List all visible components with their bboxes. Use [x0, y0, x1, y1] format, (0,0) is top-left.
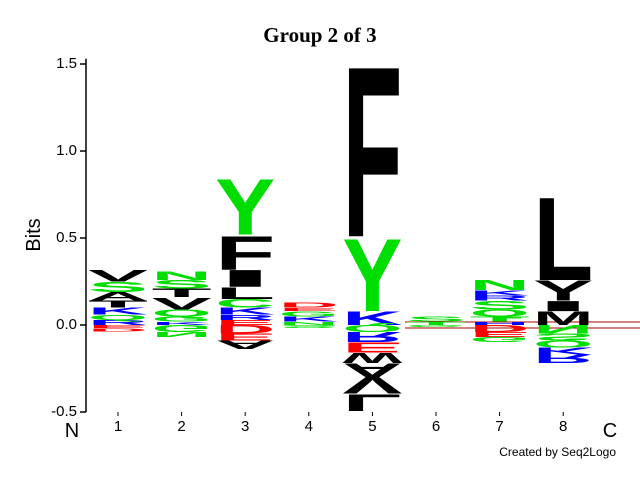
logo-letter: K [88, 306, 148, 317]
logo-letter: T [152, 286, 212, 299]
logo-letter: Y [215, 163, 275, 252]
y-tick-label: 0.5 [56, 229, 77, 246]
logo-letter: Q [152, 308, 212, 319]
logo-letter: L [533, 174, 593, 306]
logo-letter: V [152, 294, 212, 313]
x-tick-label: 6 [432, 418, 440, 435]
logo-letter: C [215, 297, 275, 310]
logo-letter: A [215, 338, 275, 351]
y-tick-label: -0.5 [51, 403, 77, 420]
logo-letter: G [152, 315, 212, 323]
logo-letter: E [88, 324, 148, 329]
logo-letter: R [342, 329, 402, 345]
logo-letter: V [88, 266, 148, 285]
logo-letter: K [533, 345, 593, 356]
y-axis-label: Bits [23, 218, 45, 251]
start-label: N [65, 420, 79, 442]
logo-letter: Y [533, 274, 593, 307]
logo-letter: T [406, 321, 466, 326]
y-tick-label: 0.0 [56, 316, 77, 333]
logo-letter: N [533, 322, 593, 335]
chart-title: Group 2 of 3 [263, 23, 376, 47]
logo-letter: I [215, 265, 275, 292]
logo-letter: R [215, 313, 275, 321]
logo-letter: H [470, 321, 530, 326]
logo-letter: G [406, 324, 466, 327]
logo-letter: D [215, 322, 275, 335]
logo-letter: G [152, 323, 212, 334]
logo-letter: A [342, 359, 402, 380]
x-tick-label: 8 [559, 418, 567, 435]
logo-letter: E [342, 339, 402, 355]
logo-letter: D [279, 301, 339, 309]
logo-letter: S [152, 278, 212, 291]
logo-letter: N [279, 321, 339, 326]
logo-letter: Q [470, 308, 530, 319]
logo-letter: T [470, 315, 530, 323]
logo-letter: S [88, 279, 148, 295]
x-tick-label: 7 [495, 418, 503, 435]
logo-letter: A [88, 290, 148, 303]
x-tick-label: 1 [114, 418, 122, 435]
logo-letter: Q [533, 338, 593, 349]
logo-letter: E [279, 307, 339, 312]
logo-letter: F [342, 15, 402, 289]
x-tick-label: 4 [305, 418, 313, 435]
logo-letter: N [470, 277, 530, 293]
logo-letter: Y [342, 217, 402, 333]
logo-letter: R [470, 294, 530, 302]
logo-letter: G [279, 310, 339, 318]
y-tick-label: 1.5 [56, 55, 77, 72]
logo-letter: K [342, 308, 402, 329]
logo-letter: K [470, 289, 530, 297]
logo-letter: E [470, 330, 530, 338]
logo-letter: E [215, 319, 275, 327]
y-tick-label: 1.0 [56, 142, 77, 159]
logo-letter: V [342, 372, 403, 399]
logo-letter: R [88, 319, 148, 327]
logo-letter: N [152, 330, 212, 338]
logo-letter: E [215, 332, 275, 343]
end-label: C [603, 420, 617, 442]
logo-letter: G [470, 336, 530, 344]
logo-letter: K [215, 306, 275, 317]
logo-letter: Q [342, 323, 402, 334]
logo-letter: Q [88, 313, 148, 321]
logo-letter: D [470, 323, 530, 334]
x-tick-label: 2 [177, 418, 185, 435]
x-tick-label: 3 [241, 418, 249, 435]
logo-letter: K [152, 321, 212, 326]
logo-letter: R [533, 352, 593, 365]
logo-letter: T [88, 299, 148, 310]
logo-letter: N [152, 269, 212, 282]
logo-letter: K [279, 315, 339, 323]
logo-letter: S [406, 315, 466, 323]
logo-letter: M [533, 308, 593, 329]
logo-letter: I [533, 298, 593, 314]
logo-letter: W [342, 350, 403, 366]
logo-letter: L [215, 284, 275, 303]
logo-letter: D [88, 327, 148, 332]
logo-letter: S [279, 324, 339, 329]
logo-letter: F [215, 226, 275, 280]
logo-letter: L [342, 389, 402, 416]
x-tick-label: 5 [368, 418, 376, 435]
logo-letter: S [470, 299, 530, 312]
logo-letter: S [533, 332, 593, 343]
credit: Created by Seq2Logo [499, 445, 616, 459]
